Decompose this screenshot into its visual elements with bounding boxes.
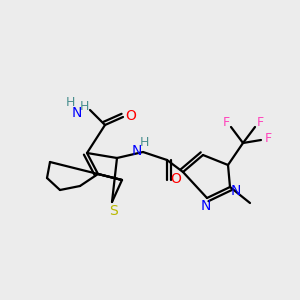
Text: N: N [132, 144, 142, 158]
Text: N: N [201, 199, 211, 213]
Text: O: O [171, 172, 182, 186]
Text: H: H [139, 136, 149, 149]
Text: N: N [72, 106, 82, 120]
Text: F: F [222, 116, 230, 128]
Text: F: F [256, 116, 264, 128]
Text: H: H [79, 100, 89, 112]
Text: N: N [231, 184, 241, 198]
Text: F: F [264, 133, 272, 146]
Text: S: S [109, 204, 117, 218]
Text: O: O [126, 109, 136, 123]
Text: H: H [65, 95, 75, 109]
